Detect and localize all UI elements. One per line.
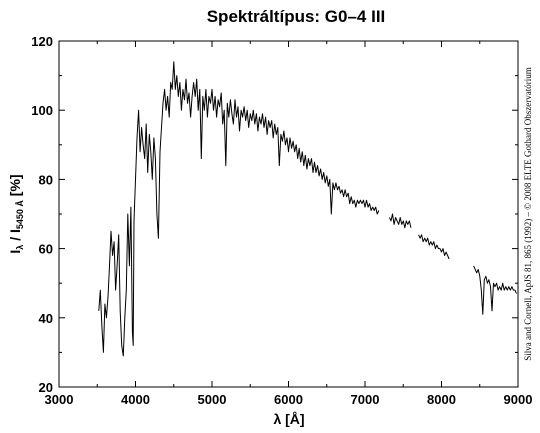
spectrum-line-segment xyxy=(389,213,412,229)
spectrum-line-segment xyxy=(473,265,517,315)
spectrum-line-segment xyxy=(418,234,450,260)
spectrum-line-segment xyxy=(98,61,380,357)
x-tick-label: 8000 xyxy=(427,392,456,407)
x-axis: 3000 4000 5000 6000 7000 8000 9000 xyxy=(45,41,533,407)
y-tick-label: 40 xyxy=(39,311,53,326)
y-tick-label: 80 xyxy=(39,172,53,187)
x-tick-label: 4000 xyxy=(121,392,150,407)
y-axis-label: Iλ / I5450 Å [%] xyxy=(7,174,25,253)
x-tick-label: 5000 xyxy=(198,392,227,407)
y-tick-label: 60 xyxy=(39,242,53,257)
x-tick-label: 7000 xyxy=(351,392,380,407)
x-axis-label: λ [Å] xyxy=(273,411,304,427)
y-axis: 20 40 60 80 100 120 xyxy=(31,34,518,395)
credit-text: Silva and Cornell, ApJS 81, 865 (1992) –… xyxy=(523,67,533,360)
spectrum-series xyxy=(98,61,517,357)
y-tick-label: 120 xyxy=(31,34,53,49)
x-tick-label: 6000 xyxy=(274,392,303,407)
x-tick-label: 9000 xyxy=(504,392,533,407)
y-tick-label: 100 xyxy=(31,103,53,118)
chart-title: Spektráltípus: G0–4 III xyxy=(207,7,386,26)
x-tick-label: 3000 xyxy=(45,392,74,407)
y-tick-label: 20 xyxy=(39,380,53,395)
